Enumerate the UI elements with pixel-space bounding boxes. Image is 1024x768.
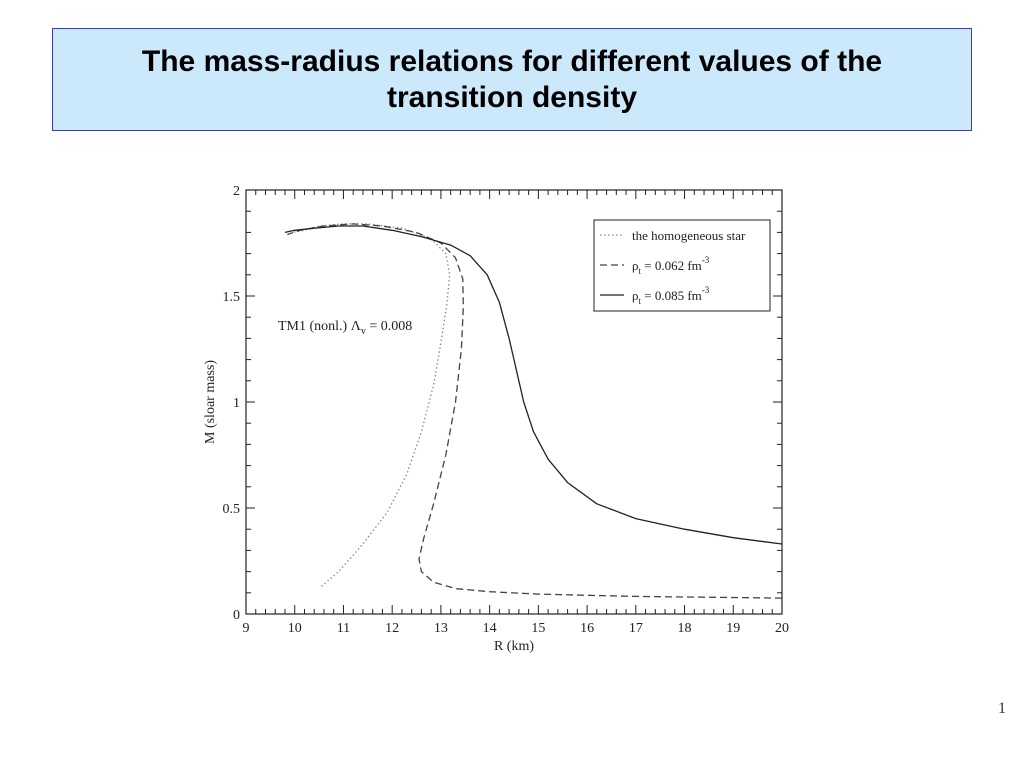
x-tick-label: 10 xyxy=(288,621,302,636)
y-axis-label: M (sloar mass) xyxy=(203,360,218,444)
x-tick-label: 19 xyxy=(726,621,740,636)
x-axis-label: R (km) xyxy=(494,639,534,654)
y-tick-label: 1 xyxy=(233,396,240,411)
legend-label: the homogeneous star xyxy=(632,228,746,243)
slide-title: The mass-radius relations for different … xyxy=(141,44,883,114)
x-tick-label: 15 xyxy=(531,621,545,636)
x-tick-label: 9 xyxy=(243,621,250,636)
title-box: The mass-radius relations for different … xyxy=(52,28,972,131)
legend-label: ρt = 0.062 fm-3 xyxy=(632,255,710,276)
model-annotation: TM1 (nonl.) Λv = 0.008 xyxy=(278,319,412,337)
y-tick-label: 0.5 xyxy=(223,502,241,517)
series-line-dotted xyxy=(292,223,451,587)
x-tick-label: 16 xyxy=(580,621,594,636)
y-tick-label: 1.5 xyxy=(223,290,241,305)
y-tick-label: 0 xyxy=(233,608,240,623)
legend-label: ρt = 0.085 fm-3 xyxy=(632,285,710,306)
x-tick-label: 11 xyxy=(337,621,350,636)
x-tick-label: 13 xyxy=(434,621,448,636)
x-tick-label: 17 xyxy=(629,621,643,636)
y-tick-label: 2 xyxy=(233,184,240,199)
x-tick-label: 20 xyxy=(775,621,789,636)
page-number: 1 xyxy=(998,700,1006,717)
x-tick-label: 18 xyxy=(678,621,692,636)
series-line-dashed xyxy=(287,223,783,599)
x-tick-label: 14 xyxy=(483,621,497,636)
x-tick-label: 12 xyxy=(385,621,399,636)
series-line-solid xyxy=(284,225,783,545)
